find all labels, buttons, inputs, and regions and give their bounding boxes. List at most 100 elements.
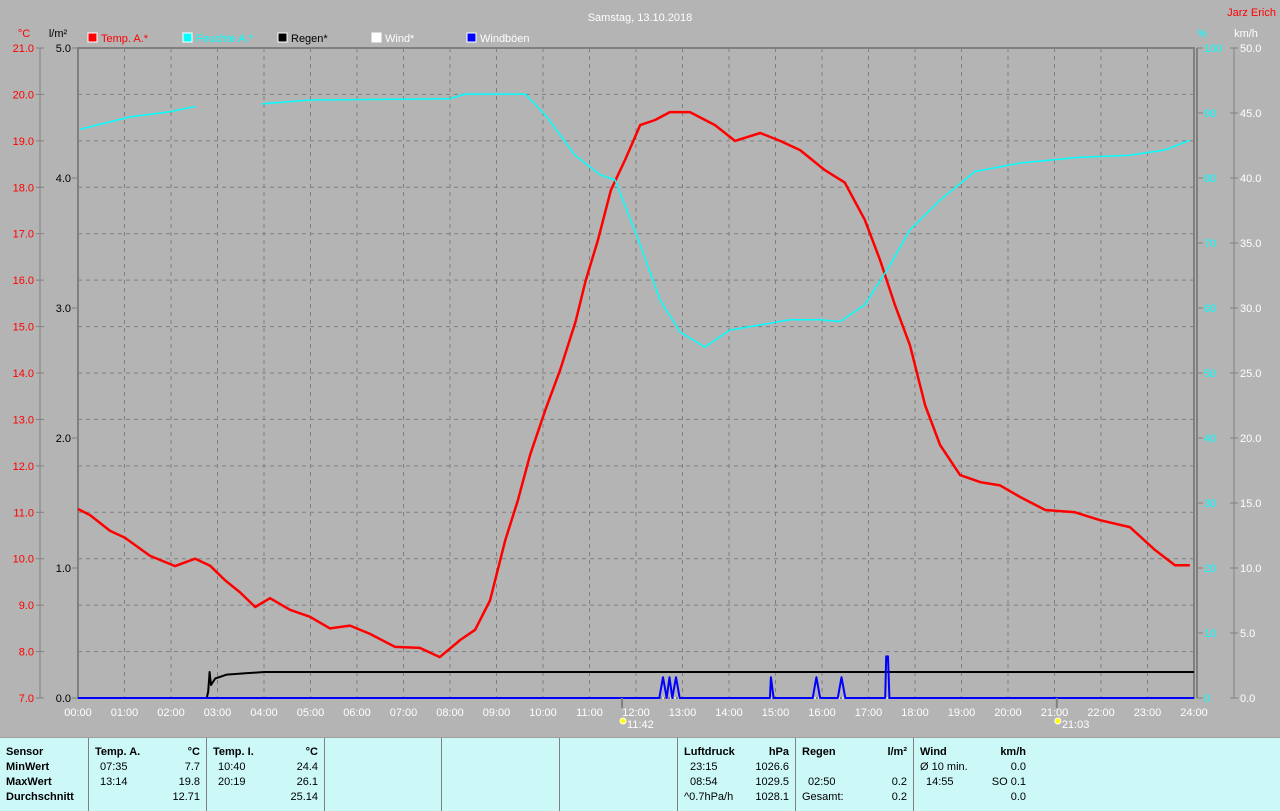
- humidity-tick-label: 90: [1204, 108, 1216, 120]
- humidity-tick-label: 20: [1204, 563, 1216, 575]
- wind-mean: 0.0: [1010, 791, 1026, 803]
- legend-swatch: [87, 32, 98, 43]
- wind-axis-unit: km/h: [1234, 28, 1258, 40]
- x-tick-label: 10:00: [529, 707, 557, 719]
- weather-chart: Samstag, 13.10.2018 Jarz Erich Temp. A.* Fe…: [13, 7, 1276, 731]
- wind-tick-label: 50.0: [1240, 43, 1261, 55]
- legend-swatch: [277, 32, 288, 43]
- temp-tick-label: 20.0: [13, 89, 34, 101]
- temp-a-unit: °C: [187, 746, 200, 758]
- x-tick-label: 02:00: [157, 707, 185, 719]
- temp-tick-label: 12.0: [13, 461, 34, 473]
- temp-tick-label: 11.0: [13, 507, 34, 519]
- wind-tick-label: 35.0: [1240, 238, 1261, 250]
- rain-max: 0.2: [891, 776, 907, 788]
- stats-empty-column: [325, 738, 442, 811]
- legend-swatch: [371, 32, 382, 43]
- wind-tick-label: 40.0: [1240, 173, 1261, 185]
- legend-label: Feuchte A.*: [196, 33, 254, 45]
- series-feuchte-a-line: [262, 93, 1191, 348]
- avg-label: Durchschnitt: [6, 791, 74, 803]
- temp-tick-label: 18.0: [13, 182, 34, 194]
- annotation-label: 11:42: [627, 719, 654, 731]
- stats-panel: Sensor MinWert MaxWert Durchschnitt Temp…: [0, 737, 1280, 811]
- series-feuchte-a-line: [79, 105, 196, 131]
- wind-tick-label: 0.0: [1240, 693, 1255, 705]
- x-tick-label: 24:00: [1180, 707, 1208, 719]
- chart-title: Samstag, 13.10.2018: [588, 12, 693, 24]
- rain-total-label: Gesamt:: [802, 791, 844, 803]
- temp-tick-label: 17.0: [13, 229, 34, 241]
- humidity-tick-label: 30: [1204, 498, 1216, 510]
- x-tick-label: 19:00: [948, 707, 976, 719]
- temp-tick-label: 7.0: [19, 693, 34, 705]
- stats-temp-a-column: Temp. A. °C 07:35 7.7 13:14 19.8 12.71: [89, 738, 207, 811]
- wind-max-time: 14:55: [926, 776, 954, 788]
- x-tick-label: 14:00: [715, 707, 743, 719]
- annotation-label: 21:03: [1062, 719, 1090, 731]
- temp-a-min-time: 07:35: [100, 761, 128, 773]
- humidity-tick-label: 100: [1204, 43, 1222, 55]
- temp-tick-label: 14.0: [13, 368, 34, 380]
- wind-tick-label: 25.0: [1240, 368, 1261, 380]
- sunrise-icon: [619, 717, 627, 725]
- series-regen-line: [78, 671, 1194, 699]
- pressure-max: 1029.5: [755, 776, 789, 788]
- pressure-avg: 1028.1: [755, 791, 789, 803]
- x-tick-label: 17:00: [855, 707, 883, 719]
- sunset-icon: [1054, 717, 1062, 725]
- temp-tick-label: 16.0: [13, 275, 34, 287]
- legend-label: Regen*: [291, 33, 328, 45]
- stats-pressure-column: Luftdruck hPa 23:15 1026.6 08:54 1029.5 ^0.…: [678, 738, 796, 811]
- temp-tick-label: 9.0: [19, 600, 34, 612]
- x-tick-label: 07:00: [390, 707, 418, 719]
- x-tick-label: 23:00: [1134, 707, 1162, 719]
- wind-tick-label: 15.0: [1240, 498, 1261, 510]
- legend-swatch: [466, 32, 477, 43]
- x-tick-label: 22:00: [1087, 707, 1115, 719]
- temp-axis-unit: °C: [18, 28, 30, 40]
- temp-a-max: 19.8: [178, 776, 200, 788]
- temp-tick-label: 15.0: [13, 322, 34, 334]
- x-tick-label: 09:00: [483, 707, 511, 719]
- temp-i-header: Temp. I.: [213, 746, 254, 758]
- series-windböen-line: [78, 655, 1194, 699]
- stats-rain-column: Regen l/m² 02:50 0.2 Gesamt: 0.2: [796, 738, 914, 811]
- x-tick-label: 08:00: [436, 707, 464, 719]
- pressure-header: Luftdruck: [684, 746, 735, 758]
- humidity-tick-label: 50: [1204, 368, 1216, 380]
- temp-i-max-time: 20:19: [218, 776, 246, 788]
- x-tick-label: 15:00: [762, 707, 790, 719]
- rain-unit: l/m²: [887, 746, 907, 758]
- humidity-axis-unit: %: [1197, 28, 1207, 40]
- wind-avg: 0.0: [1010, 761, 1026, 773]
- rain-tick-label: 3.0: [56, 303, 71, 315]
- legend-label: Temp. A.*: [101, 33, 149, 45]
- temp-i-min: 24.4: [296, 761, 318, 773]
- legend-label: Windböen: [480, 33, 530, 45]
- wind-tick-label: 5.0: [1240, 628, 1255, 640]
- stats-empty-column: [560, 738, 678, 811]
- wind-avg-label: Ø 10 min.: [920, 761, 968, 773]
- temp-i-unit: °C: [305, 746, 318, 758]
- humidity-tick-label: 60: [1204, 303, 1216, 315]
- x-tick-label: 00:00: [64, 707, 92, 719]
- rain-axis-unit: l/m²: [49, 28, 68, 40]
- series-temp-a-line: [77, 110, 1190, 659]
- temp-tick-label: 19.0: [13, 136, 34, 148]
- x-tick-label: 05:00: [297, 707, 325, 719]
- wind-tick-label: 30.0: [1240, 303, 1261, 315]
- humidity-tick-label: 80: [1204, 173, 1216, 185]
- rain-tick-label: 5.0: [56, 43, 71, 55]
- wind-header: Wind: [920, 746, 947, 758]
- temp-i-min-time: 10:40: [218, 761, 246, 773]
- rain-header: Regen: [802, 746, 836, 758]
- wind-tick-label: 20.0: [1240, 433, 1261, 445]
- x-tick-label: 06:00: [343, 707, 371, 719]
- legend-label: Wind*: [385, 33, 415, 45]
- temp-a-avg: 12.71: [172, 791, 200, 803]
- pressure-min-time: 23:15: [690, 761, 718, 773]
- stats-sensor-column: Sensor MinWert MaxWert Durchschnitt: [0, 738, 89, 811]
- stats-temp-i-column: Temp. I. °C 10:40 24.4 20:19 26.1 25.14: [207, 738, 325, 811]
- wind-max: SO 0.1: [991, 776, 1026, 788]
